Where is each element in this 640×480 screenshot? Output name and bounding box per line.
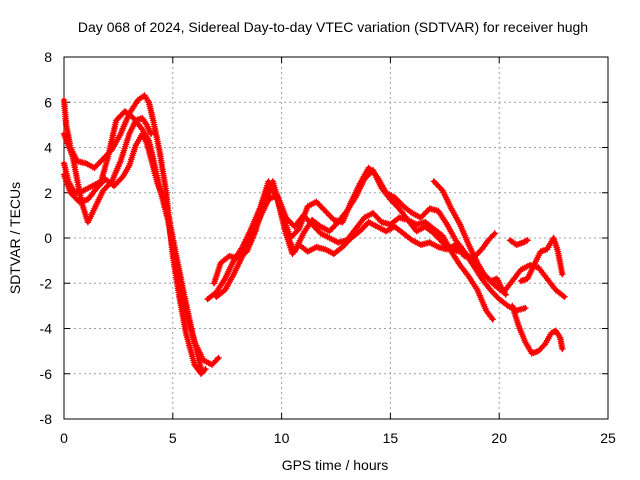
x-tick-label: 0 [60, 430, 68, 446]
series-track-4 [60, 114, 155, 226]
data-point-marker [490, 231, 497, 238]
y-tick-label: 8 [44, 49, 52, 65]
y-tick-label: -6 [40, 366, 53, 382]
series-track-11 [509, 302, 566, 357]
axis-ticks: 0 5 10 15 20 25 -8 -6 -4 -2 0 2 4 6 8 [40, 49, 616, 446]
x-tick-label: 10 [274, 430, 290, 446]
x-tick-label: 15 [383, 430, 399, 446]
y-tick-label: -4 [40, 321, 53, 337]
data-point-marker [524, 237, 531, 244]
data-point-marker [197, 366, 205, 373]
series-track-3 [60, 130, 205, 373]
x-tick-label: 20 [491, 430, 507, 446]
x-axis-label: GPS time / hours [282, 457, 389, 473]
series-track-9 [430, 178, 509, 298]
data-point-marker [559, 345, 566, 353]
series-trace [62, 131, 204, 372]
series-track-1 [60, 92, 209, 377]
data-point-marker [561, 293, 568, 300]
y-axis-label: SDTVAR / TECUs [7, 182, 23, 294]
grid-lines [64, 57, 608, 419]
data-point-marker [214, 356, 221, 363]
series-track-10 [506, 237, 531, 248]
data-point-marker [489, 316, 496, 323]
data-point-marker [522, 304, 529, 312]
y-tick-label: 0 [44, 230, 52, 246]
y-tick-label: -2 [40, 275, 53, 291]
data-point-marker [559, 271, 566, 278]
data-point-marker [147, 130, 155, 138]
series-trace [62, 93, 208, 376]
y-tick-label: 2 [44, 185, 52, 201]
chart-title: Day 068 of 2024, Sidereal Day-to-day VTE… [78, 19, 588, 35]
y-tick-label: 4 [44, 140, 52, 156]
data-point-marker [491, 230, 498, 237]
y-tick-label: 6 [44, 94, 52, 110]
data-point-marker [215, 354, 222, 362]
data-point-marker [502, 291, 509, 298]
x-tick-label: 25 [600, 430, 616, 446]
data-series [60, 92, 568, 377]
y-tick-label: -8 [40, 411, 53, 427]
series-track-12 [517, 234, 566, 285]
x-tick-label: 5 [169, 430, 177, 446]
